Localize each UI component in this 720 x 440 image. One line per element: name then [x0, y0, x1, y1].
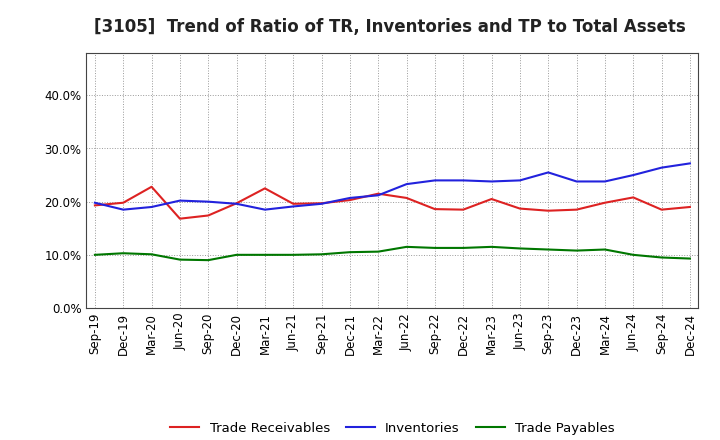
- Trade Payables: [233, 252, 241, 257]
- Inventories: [204, 199, 212, 204]
- Trade Receivables: [516, 206, 524, 211]
- Trade Payables: [402, 244, 411, 249]
- Trade Receivables: [402, 195, 411, 201]
- Trade Receivables: [289, 201, 297, 206]
- Inventories: [572, 179, 581, 184]
- Trade Payables: [431, 245, 439, 250]
- Inventories: [374, 193, 382, 198]
- Trade Receivables: [459, 207, 467, 212]
- Inventories: [91, 200, 99, 205]
- Inventories: [516, 178, 524, 183]
- Text: [3105]  Trend of Ratio of TR, Inventories and TP to Total Assets: [3105] Trend of Ratio of TR, Inventories…: [94, 18, 685, 36]
- Trade Payables: [91, 252, 99, 257]
- Trade Receivables: [572, 207, 581, 212]
- Trade Receivables: [346, 198, 354, 203]
- Legend: Trade Receivables, Inventories, Trade Payables: Trade Receivables, Inventories, Trade Pa…: [170, 422, 615, 435]
- Trade Payables: [600, 247, 609, 252]
- Trade Payables: [516, 246, 524, 251]
- Inventories: [402, 181, 411, 187]
- Inventories: [261, 207, 269, 212]
- Inventories: [289, 204, 297, 209]
- Trade Receivables: [629, 195, 637, 200]
- Trade Payables: [318, 252, 326, 257]
- Trade Receivables: [600, 200, 609, 205]
- Inventories: [629, 172, 637, 178]
- Trade Receivables: [318, 201, 326, 206]
- Trade Receivables: [685, 204, 694, 209]
- Trade Payables: [572, 248, 581, 253]
- Line: Inventories: Inventories: [95, 163, 690, 209]
- Inventories: [487, 179, 496, 184]
- Trade Receivables: [176, 216, 184, 221]
- Trade Payables: [346, 249, 354, 255]
- Trade Payables: [629, 252, 637, 257]
- Trade Receivables: [261, 186, 269, 191]
- Trade Payables: [374, 249, 382, 254]
- Inventories: [119, 207, 127, 212]
- Inventories: [544, 170, 552, 175]
- Inventories: [685, 161, 694, 166]
- Inventories: [346, 195, 354, 201]
- Trade Payables: [459, 245, 467, 250]
- Inventories: [176, 198, 184, 203]
- Line: Trade Payables: Trade Payables: [95, 247, 690, 260]
- Trade Payables: [544, 247, 552, 252]
- Trade Payables: [487, 244, 496, 249]
- Trade Receivables: [119, 200, 127, 205]
- Trade Receivables: [148, 184, 156, 189]
- Trade Payables: [119, 251, 127, 256]
- Trade Receivables: [233, 201, 241, 206]
- Trade Payables: [289, 252, 297, 257]
- Trade Receivables: [544, 208, 552, 213]
- Trade Receivables: [487, 196, 496, 202]
- Trade Receivables: [431, 206, 439, 212]
- Inventories: [148, 204, 156, 209]
- Trade Payables: [204, 257, 212, 263]
- Inventories: [657, 165, 666, 170]
- Trade Payables: [657, 255, 666, 260]
- Inventories: [431, 178, 439, 183]
- Trade Receivables: [91, 203, 99, 208]
- Trade Payables: [685, 256, 694, 261]
- Inventories: [459, 178, 467, 183]
- Inventories: [600, 179, 609, 184]
- Trade Payables: [261, 252, 269, 257]
- Trade Receivables: [657, 207, 666, 212]
- Line: Trade Receivables: Trade Receivables: [95, 187, 690, 219]
- Trade Receivables: [204, 213, 212, 218]
- Inventories: [318, 201, 326, 206]
- Trade Payables: [176, 257, 184, 262]
- Trade Receivables: [374, 191, 382, 196]
- Inventories: [233, 201, 241, 206]
- Trade Payables: [148, 252, 156, 257]
